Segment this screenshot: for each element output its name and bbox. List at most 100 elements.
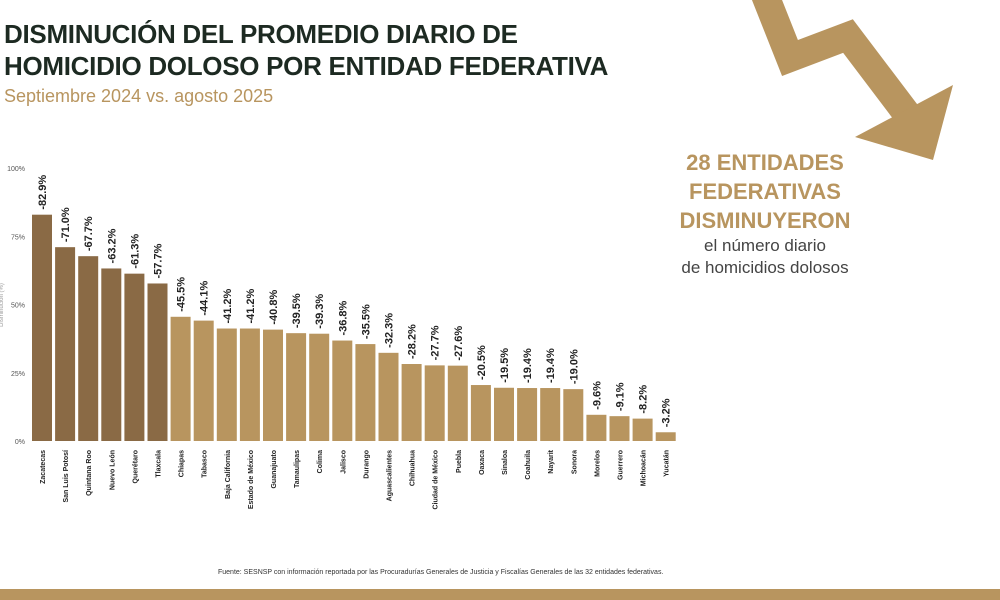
data-label: -19.0% — [568, 349, 580, 384]
x-tick-label: Chihuahua — [410, 450, 417, 486]
data-label: -19.5% — [499, 348, 511, 383]
callout-line: 28 ENTIDADES — [686, 150, 844, 175]
x-tick-label: Guanajuato — [271, 450, 278, 489]
data-label: -40.8% — [268, 290, 280, 325]
data-label: -19.4% — [545, 348, 557, 383]
callout: 28 ENTIDADES FEDERATIVAS DISMINUYERON el… — [640, 148, 890, 279]
data-label: -63.2% — [106, 228, 118, 263]
bar — [517, 388, 538, 441]
bar — [101, 268, 122, 441]
data-label: -57.7% — [153, 243, 165, 278]
bar — [193, 320, 214, 441]
x-tick-label: Tamaulipas — [294, 450, 301, 488]
data-label: -39.5% — [291, 293, 303, 328]
x-tick-label: Aguascalientes — [387, 450, 394, 501]
page-title: DISMINUCIÓN DEL PROMEDIO DIARIO DE HOMIC… — [4, 18, 608, 82]
down-trend-arrow-icon — [751, 0, 953, 160]
data-label: -67.7% — [83, 216, 95, 251]
x-tick-label: Zacatecas — [40, 450, 47, 484]
bar — [55, 247, 76, 441]
title-line: DISMINUCIÓN DEL PROMEDIO DIARIO DE — [4, 19, 518, 49]
callout-line: el número diario — [704, 236, 826, 255]
data-label: -71.0% — [60, 207, 72, 242]
bar — [32, 214, 52, 441]
bar — [586, 414, 607, 441]
data-label: -36.8% — [337, 300, 349, 335]
bar — [286, 333, 307, 441]
data-label: -41.2% — [222, 288, 234, 323]
data-label: -9.1% — [615, 382, 627, 411]
x-tick-label: Nayarit — [548, 449, 555, 473]
x-tick-label: Ciudad de México — [433, 450, 440, 510]
subtitle: Septiembre 2024 vs. agosto 2025 — [4, 86, 274, 106]
bar — [632, 418, 653, 441]
y-tick-label: 75% — [11, 234, 25, 241]
bar — [447, 365, 468, 441]
bar — [147, 283, 168, 441]
bar — [424, 365, 445, 441]
title-line: HOMICIDIO DOLOSO POR ENTIDAD FEDERATIVA — [4, 51, 609, 81]
x-tick-label: Durango — [363, 450, 370, 479]
data-label: -44.1% — [199, 281, 211, 316]
x-tick-label: Oaxaca — [479, 450, 486, 475]
x-tick-label: Quintana Roo — [86, 450, 93, 496]
y-tick-label: 0% — [15, 439, 25, 446]
bar — [655, 432, 676, 441]
y-tick-label: 25% — [11, 371, 25, 378]
bar — [540, 388, 561, 441]
data-label: -45.5% — [176, 277, 188, 312]
data-label: -9.6% — [591, 381, 603, 410]
x-tick-label: Nuevo León — [109, 450, 116, 490]
callout-line: FEDERATIVAS — [689, 179, 841, 204]
x-tick-label: Sinaloa — [502, 450, 509, 475]
data-label: -82.9% — [37, 175, 49, 210]
y-tick-label: 100% — [7, 166, 25, 173]
bar — [378, 352, 399, 441]
bar — [563, 389, 584, 441]
x-tick-label: Baja California — [225, 450, 232, 499]
x-tick-label: San Luis Potosí — [63, 449, 70, 503]
bar — [332, 340, 353, 441]
x-tick-label: Coahuila — [525, 450, 532, 480]
bar — [170, 316, 191, 441]
data-label: -32.3% — [384, 313, 396, 348]
x-tick-label: Estado de México — [248, 450, 255, 509]
x-tick-label: Yucatán — [664, 450, 671, 477]
data-label: -28.2% — [407, 324, 419, 359]
data-label: -19.4% — [522, 348, 534, 383]
data-label: -3.2% — [661, 398, 673, 427]
x-tick-label: Guerrero — [618, 450, 625, 480]
x-tick-label: Tlaxcala — [156, 450, 163, 478]
bar — [78, 256, 99, 441]
bar — [355, 344, 376, 441]
callout-line: de homicidios dolosos — [681, 258, 849, 277]
x-tick-label: Puebla — [456, 450, 463, 473]
bar — [239, 328, 260, 441]
data-label: -35.5% — [360, 304, 372, 339]
data-label: -27.6% — [453, 326, 465, 361]
bar — [309, 333, 330, 441]
x-tick-label: Colima — [317, 450, 324, 473]
y-axis-label: Disminución (%) — [0, 283, 5, 327]
x-tick-label: Michoacán — [641, 450, 648, 486]
bar — [124, 273, 145, 441]
callout-line: DISMINUYERON — [679, 208, 851, 233]
bar — [470, 385, 491, 441]
x-tick-label: Tabasco — [202, 450, 209, 478]
footer-bar — [0, 589, 1000, 600]
data-label: -39.3% — [314, 294, 326, 329]
bar — [263, 329, 283, 441]
data-label: -41.2% — [245, 288, 257, 323]
data-label: -27.7% — [430, 325, 442, 360]
bar — [216, 328, 237, 441]
bar — [494, 387, 514, 441]
x-tick-label: Sonora — [571, 450, 578, 474]
data-label: -61.3% — [129, 234, 141, 269]
x-tick-label: Morelos — [594, 450, 601, 477]
data-label: -8.2% — [638, 385, 650, 414]
y-tick-label: 50% — [11, 303, 25, 310]
x-tick-label: Querétaro — [132, 450, 139, 483]
x-tick-label: Chiapas — [179, 450, 186, 477]
bar — [401, 364, 422, 441]
